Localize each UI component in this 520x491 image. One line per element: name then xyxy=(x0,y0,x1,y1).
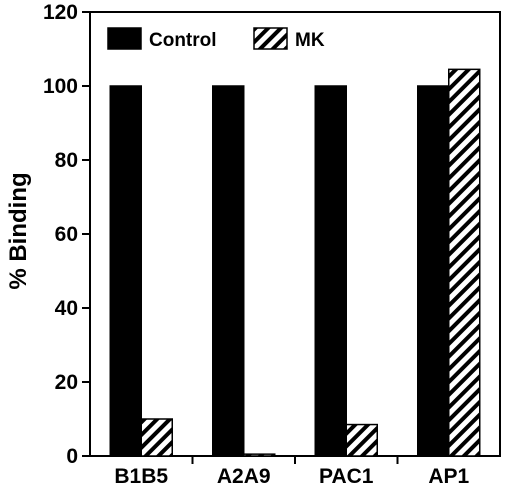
legend-swatch-mk xyxy=(253,27,288,50)
bar-control-b1b5 xyxy=(109,85,142,457)
legend-swatch-control xyxy=(107,27,142,50)
y-tick-label: 0 xyxy=(66,445,78,468)
y-tick-label: 20 xyxy=(55,371,78,394)
bar-control-pac1 xyxy=(314,85,347,457)
bar-mk-b1b5 xyxy=(140,418,173,457)
bar-mk-a2a9 xyxy=(243,453,276,457)
x-category-label: PAC1 xyxy=(319,465,374,488)
y-axis-label: % Binding xyxy=(5,172,32,289)
y-tick-label: 100 xyxy=(43,75,78,98)
bar-mk-pac1 xyxy=(345,423,378,457)
x-category-label: B1B5 xyxy=(114,465,168,488)
x-category-label: A2A9 xyxy=(217,465,271,488)
y-tick-label: 60 xyxy=(55,223,78,246)
y-tick-label: 80 xyxy=(55,149,78,172)
y-tick-label: 40 xyxy=(55,297,78,320)
bar-control-a2a9 xyxy=(212,85,245,457)
bar-control-ap1 xyxy=(417,85,450,457)
y-tick-label: 120 xyxy=(43,1,78,24)
legend-label-mk: MK xyxy=(295,30,325,51)
legend-label-control: Control xyxy=(149,30,217,51)
x-category-label: AP1 xyxy=(428,465,469,488)
bar-mk-ap1 xyxy=(448,68,481,457)
